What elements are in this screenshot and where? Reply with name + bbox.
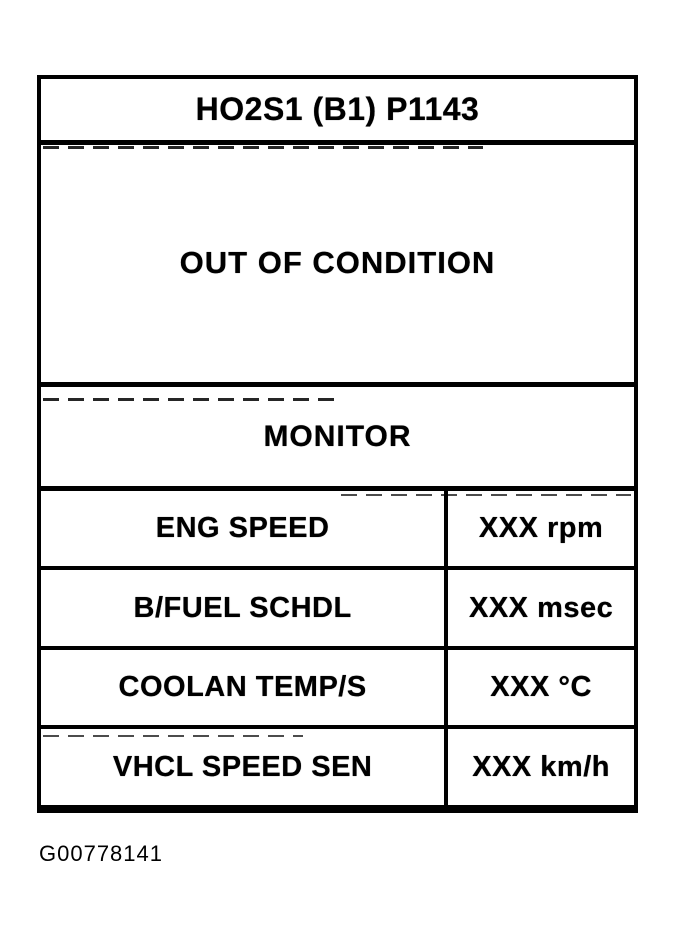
condition-text: OUT OF CONDITION [179, 245, 496, 281]
parameter-label-cell: VHCL SPEED SEN [41, 729, 444, 805]
dtc-title: HO2S1 (B1) P1143 [195, 90, 480, 127]
parameter-value-cell: XXX °C [444, 649, 634, 726]
parameter-value-cell: XXX rpm [444, 490, 634, 567]
figure-id-caption: G00778141 [39, 841, 163, 866]
parameter-label-cell: ENG SPEED [41, 491, 444, 567]
parameter-row-bfuel-schdl: B/FUEL SCHDL XXX msec [41, 570, 634, 650]
parameter-label: B/FUEL SCHDL [133, 591, 352, 624]
parameter-label-cell: B/FUEL SCHDL [41, 570, 444, 646]
parameter-value: XXX °C [490, 671, 592, 704]
parameter-label-cell: COOLAN TEMP/S [41, 650, 444, 726]
dtc-header-cell: HO2S1 (B1) P1143 [41, 79, 634, 145]
parameter-value: XXX km/h [472, 750, 610, 783]
parameter-value: XXX rpm [478, 512, 604, 545]
monitor-cell: MONITOR [41, 387, 634, 491]
parameter-label: COOLAN TEMP/S [118, 671, 367, 704]
scan-tool-display-table: HO2S1 (B1) P1143 OUT OF CONDITION MONITO… [37, 75, 638, 813]
parameter-value-cell: XXX msec [444, 570, 634, 646]
parameter-value: XXX msec [468, 591, 614, 624]
parameter-label: ENG SPEED [155, 512, 330, 545]
parameter-label: VHCL SPEED SEN [112, 750, 373, 783]
parameter-row-eng-speed: ENG SPEED XXX rpm [41, 490, 634, 571]
parameter-value-cell: XXX km/h [444, 729, 634, 805]
condition-cell: OUT OF CONDITION [41, 145, 634, 388]
monitor-label: MONITOR [263, 419, 412, 453]
parameter-row-vhcl-speed-sen: VHCL SPEED SEN XXX km/h [41, 729, 634, 809]
parameter-row-coolant-temp: COOLAN TEMP/S XXX °C [41, 649, 634, 730]
